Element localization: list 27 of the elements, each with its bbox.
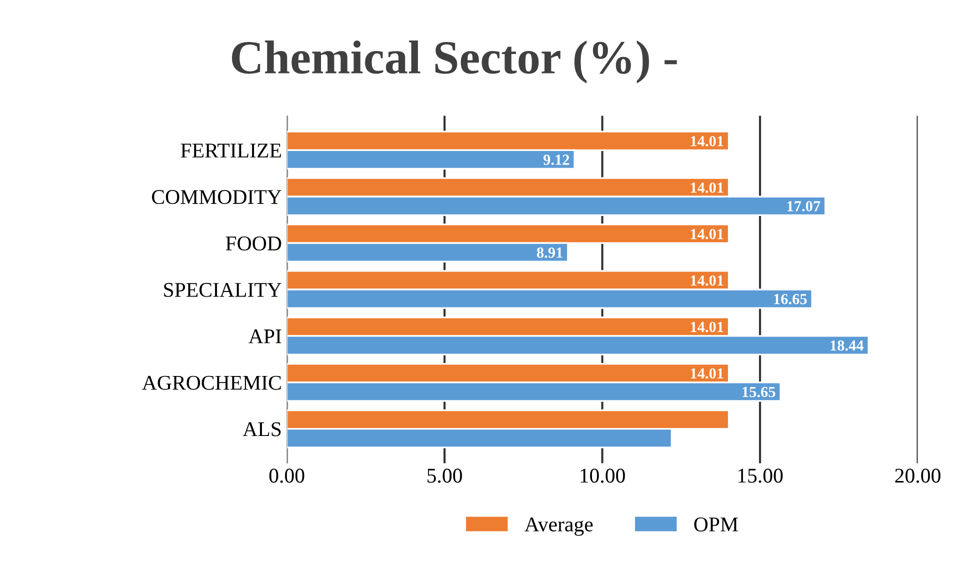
data-label: 15.65 <box>742 386 776 398</box>
data-label: 14.01 <box>690 136 724 146</box>
legend-label: Average <box>524 518 593 536</box>
y-tick-label: FOOD <box>226 236 282 250</box>
data-label: 14.01 <box>690 275 724 286</box>
data-label: 9.12 <box>543 154 570 165</box>
x-tick-label: 20.00 <box>895 468 940 483</box>
y-tick-label: SPECIALITY <box>164 282 282 297</box>
data-label: 14.01 <box>690 368 724 379</box>
y-tick-label: AGROCHEMIC <box>142 376 281 390</box>
y-tick-label: API <box>248 329 282 344</box>
x-tick-label: 5.00 <box>428 468 462 483</box>
x-tick-label: 0.00 <box>269 468 304 483</box>
data-label: 14.01 <box>690 228 724 240</box>
data-label: 18.44 <box>830 340 864 351</box>
data-label: 14.01 <box>690 322 724 332</box>
data-label: 16.65 <box>774 294 807 304</box>
y-tick-label: COMMODITY <box>152 190 282 204</box>
data-label: 14.01 <box>690 182 724 193</box>
legend-label: OPM <box>694 517 738 532</box>
chart-title: Chemical Sector (%) - <box>232 40 677 84</box>
data-label: 8.91 <box>536 247 562 258</box>
x-tick-label: 15.00 <box>738 468 783 483</box>
y-tick-label: FERTILIZE <box>180 144 281 158</box>
data-label: 17.07 <box>787 201 820 212</box>
x-tick-label: 10.00 <box>580 468 625 483</box>
y-tick-label: ALS <box>242 422 281 436</box>
